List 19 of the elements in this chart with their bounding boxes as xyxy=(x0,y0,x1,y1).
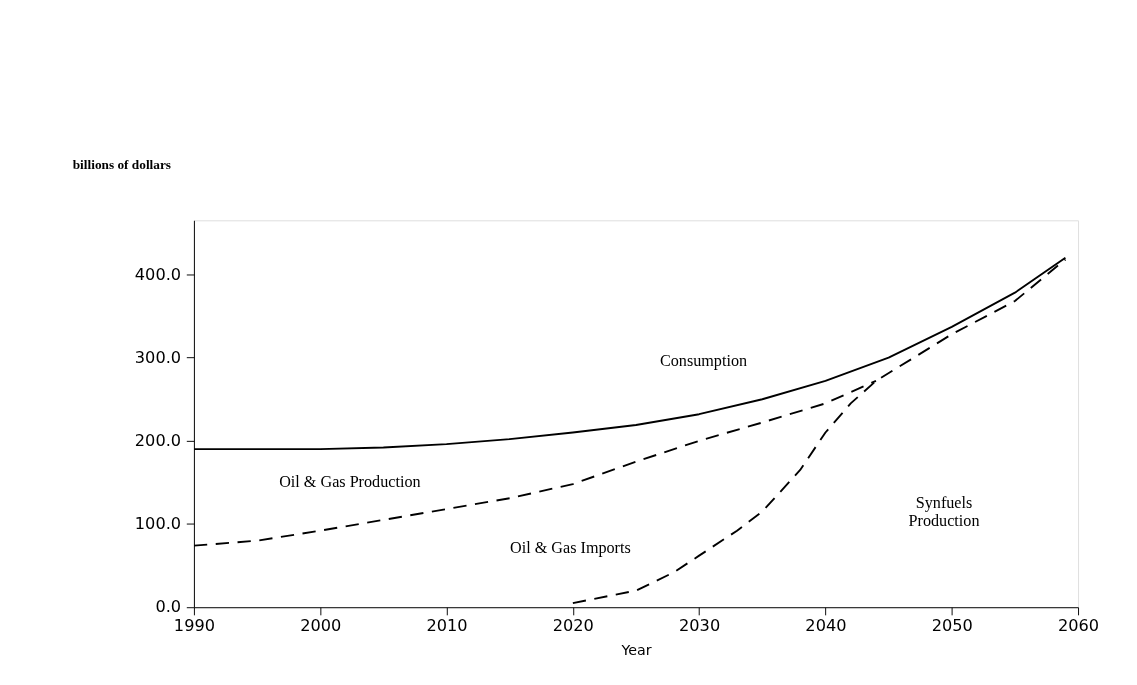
y-tick-label: 200.0 xyxy=(134,431,182,451)
y-axis-title: billions of dollars xyxy=(72,156,172,172)
y-tick-label: 400.0 xyxy=(134,264,182,284)
x-tick-label: 2020 xyxy=(552,616,594,636)
x-tick-label: 2050 xyxy=(931,616,973,636)
y-tick-label: 0.0 xyxy=(155,597,182,617)
y-tick-label: 100.0 xyxy=(134,514,182,534)
x-tick-label: 2060 xyxy=(1057,616,1100,636)
x-tick-label: 2010 xyxy=(426,616,468,636)
x-axis-title: Year xyxy=(620,642,652,659)
x-tick-label: 2030 xyxy=(679,616,721,636)
annotation: Synfuels Production xyxy=(908,494,980,530)
x-tick-label: 2040 xyxy=(805,616,847,636)
y-tick-label: 300.0 xyxy=(134,347,182,367)
annotation: Consumption xyxy=(659,351,748,370)
annotation: Oil & Gas Production xyxy=(279,472,421,490)
x-tick-label: 1990 xyxy=(173,616,215,636)
x-tick-label: 2000 xyxy=(300,616,342,636)
annotation: Oil & Gas Imports xyxy=(510,539,631,558)
